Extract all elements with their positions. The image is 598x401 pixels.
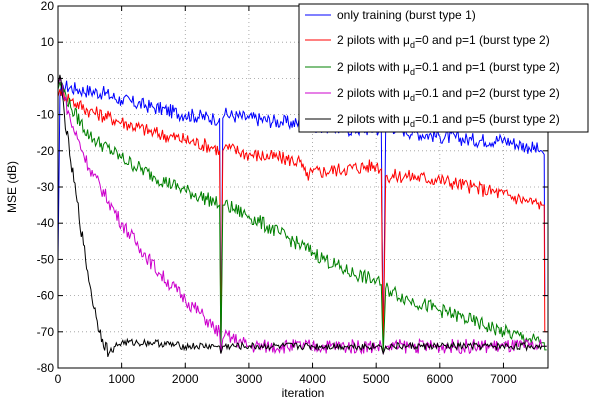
legend-box	[298, 3, 589, 133]
legend-text-pre: 2 pilots with μ	[337, 86, 410, 100]
y-tick-label: 20	[41, 0, 55, 13]
x-tick-label: 6000	[426, 372, 453, 386]
legend-entry-label: only training (burst type 1)	[337, 8, 476, 22]
legend-text-post: =0 and p=1 (burst type 2)	[415, 33, 550, 47]
y-tick-label: -10	[37, 108, 55, 122]
x-tick-label: 3000	[236, 372, 263, 386]
y-tick-label: 0	[47, 71, 54, 85]
axis-ticks: 0 1000 2000 3000 4000 5000 6000 7000 20 10 0 -10 -20…	[37, 0, 548, 386]
y-tick-label: -40	[37, 216, 55, 230]
y-axis-label: MSE (dB)	[5, 161, 19, 213]
legend-text-post: =0.1 and p=2 (burst type 2)	[415, 86, 560, 100]
legend-text-pre: 2 pilots with μ	[337, 112, 410, 126]
x-tick-label: 7000	[490, 372, 517, 386]
series-group	[58, 74, 547, 358]
y-tick-label: -20	[37, 144, 55, 158]
legend-text-sub: d	[410, 67, 415, 77]
legend-entry-label: 2 pilots with μd=0.1 and p=5 (burst type…	[337, 112, 560, 129]
y-tick-label: -50	[37, 252, 55, 266]
legend-text-pre: 2 pilots with μ	[337, 33, 410, 47]
y-tick-label: -70	[37, 325, 55, 339]
x-tick-label: 4000	[299, 372, 326, 386]
legend-text-pre: 2 pilots with μ	[337, 60, 410, 74]
legend-entry-label: 2 pilots with μd=0.1 and p=2 (burst type…	[337, 86, 560, 103]
series-line-2	[58, 85, 547, 350]
y-tick-label: -60	[37, 289, 55, 303]
x-axis-label: iteration	[282, 386, 325, 400]
series-line-3	[58, 81, 547, 354]
legend-entry-label: 2 pilots with μd=0 and p=1 (burst type 2…	[337, 33, 550, 50]
series-line-5	[58, 74, 547, 358]
legend-text-sub: d	[410, 40, 415, 50]
y-tick-label: 10	[41, 35, 55, 49]
x-tick-label: 1000	[108, 372, 135, 386]
legend-text-pre: only training (burst type 1)	[337, 8, 476, 22]
y-tick-label: -30	[37, 180, 55, 194]
legend: only training (burst type 1) 2 pilots wit…	[298, 3, 589, 133]
legend-entry-label: 2 pilots with μd=0.1 and p=1 (burst type…	[337, 60, 560, 77]
legend-text-post: =0.1 and p=1 (burst type 2)	[415, 60, 560, 74]
x-tick-label: 2000	[172, 372, 199, 386]
x-tick-label: 0	[55, 372, 62, 386]
legend-text-sub: d	[410, 119, 415, 129]
legend-text-sub: d	[410, 93, 415, 103]
y-tick-label: -80	[37, 361, 55, 375]
legend-text-post: =0.1 and p=5 (burst type 2)	[415, 112, 560, 126]
x-tick-label: 5000	[363, 372, 390, 386]
